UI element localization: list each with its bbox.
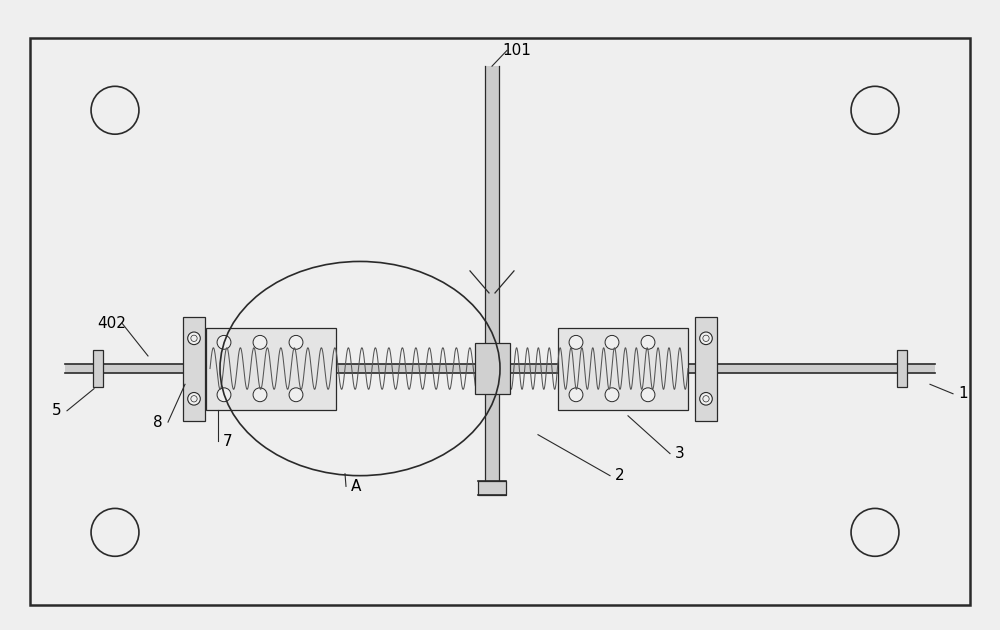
Circle shape [91, 508, 139, 556]
Circle shape [703, 335, 709, 341]
Bar [206, 328, 336, 410]
Text: A: A [351, 479, 361, 494]
Circle shape [91, 86, 139, 134]
Circle shape [289, 335, 303, 349]
Circle shape [851, 508, 899, 556]
Bar [485, 66, 499, 491]
Bar [695, 316, 717, 421]
Text: 2: 2 [615, 468, 625, 483]
Text: 7: 7 [223, 433, 233, 449]
Circle shape [569, 335, 583, 349]
Text: 3: 3 [675, 446, 685, 461]
Bar [478, 481, 506, 495]
Text: 5: 5 [52, 403, 62, 418]
Circle shape [641, 335, 655, 349]
Text: 402: 402 [98, 316, 126, 331]
Text: 8: 8 [153, 415, 163, 430]
Circle shape [191, 335, 197, 341]
Bar [65, 364, 935, 373]
Circle shape [191, 396, 197, 402]
Circle shape [851, 86, 899, 134]
Circle shape [188, 332, 200, 345]
Circle shape [700, 332, 712, 345]
Circle shape [253, 388, 267, 402]
Text: 101: 101 [503, 43, 531, 58]
Circle shape [641, 388, 655, 402]
Circle shape [605, 335, 619, 349]
Bar [897, 350, 907, 387]
Bar [558, 328, 688, 410]
Text: 1: 1 [958, 386, 968, 401]
Circle shape [217, 335, 231, 349]
Circle shape [569, 388, 583, 402]
Circle shape [253, 335, 267, 349]
Circle shape [188, 392, 200, 405]
Circle shape [289, 388, 303, 402]
Bar [93, 350, 103, 387]
Circle shape [217, 388, 231, 402]
Circle shape [605, 388, 619, 402]
Bar [475, 343, 510, 394]
Bar [183, 316, 205, 421]
Circle shape [703, 396, 709, 402]
Circle shape [700, 392, 712, 405]
